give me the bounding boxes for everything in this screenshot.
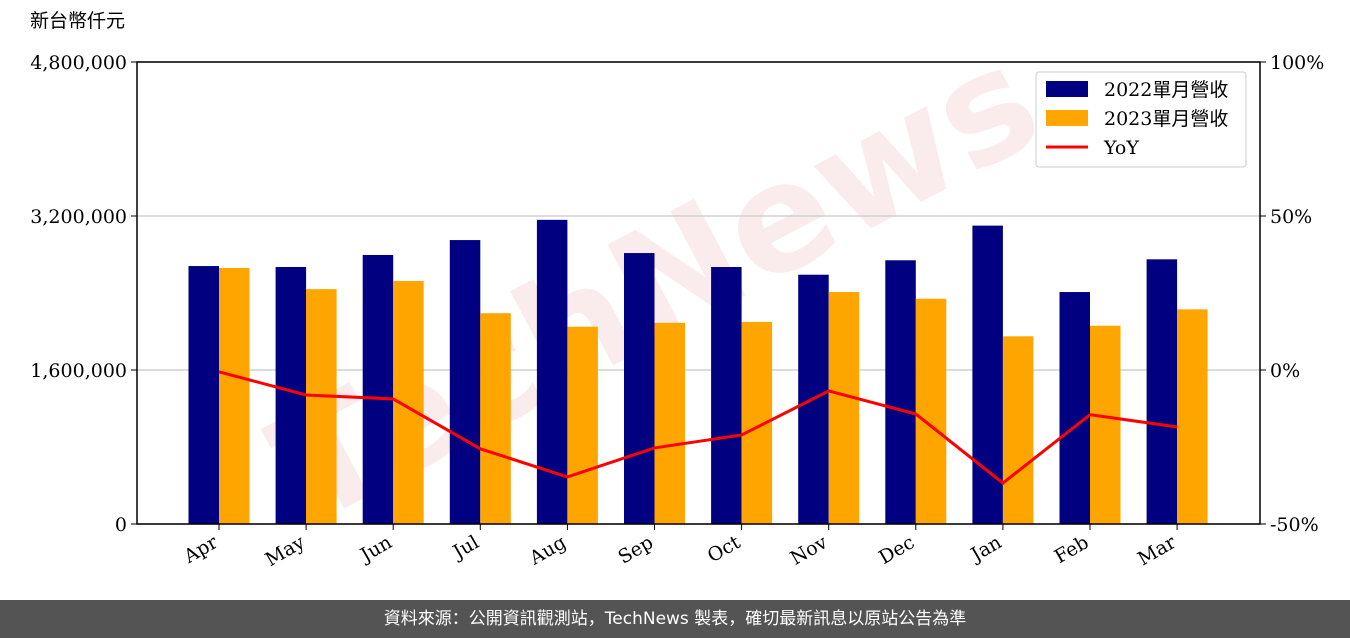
bar xyxy=(1059,292,1090,524)
y-tick-label: 1,600,000 xyxy=(30,360,127,382)
bar xyxy=(1002,336,1034,524)
legend-swatch xyxy=(1046,110,1088,126)
bar xyxy=(275,267,307,524)
plot-frame xyxy=(136,61,1261,525)
bar xyxy=(972,225,1003,524)
bar xyxy=(306,289,337,524)
x-tick-label: Feb xyxy=(1051,531,1093,568)
legend-label: 2023單月營收 xyxy=(1104,108,1228,130)
bar xyxy=(885,260,916,524)
x-tick-label: Dec xyxy=(875,531,918,569)
x-tick-label: Mar xyxy=(1134,531,1180,570)
bar xyxy=(828,292,860,524)
bar xyxy=(1146,259,1178,524)
bar xyxy=(915,298,947,524)
x-tick-label: Jan xyxy=(966,531,1006,567)
legend-label: YoY xyxy=(1103,137,1139,159)
bar xyxy=(449,240,481,524)
y-axis-label: 新台幣仟元 xyxy=(30,10,125,32)
x-tick-label: Sep xyxy=(614,531,657,568)
legend-box xyxy=(1035,71,1247,168)
legend-swatch xyxy=(1046,81,1088,97)
x-tick-label: May xyxy=(262,531,309,571)
y-tick-label: 3,200,000 xyxy=(30,206,127,228)
footer: 資料來源：公開資訊觀測站，TechNews 製表，確切最新訊息以原站公告為準 xyxy=(0,600,1350,638)
y2-tick-label: -50% xyxy=(1270,514,1319,536)
bar xyxy=(654,322,685,524)
bar xyxy=(567,326,598,524)
bar xyxy=(1177,309,1208,524)
bar xyxy=(1090,325,1121,524)
x-tick-label: Oct xyxy=(704,531,745,567)
y2-tick-label: 0% xyxy=(1270,360,1300,382)
bar xyxy=(480,313,511,524)
y-tick-label: 0 xyxy=(115,514,127,536)
bar xyxy=(536,219,568,524)
bar xyxy=(219,267,250,524)
bar xyxy=(624,253,655,524)
yoy-line xyxy=(218,370,1178,485)
y-tick-label: 4,800,000 xyxy=(30,52,127,74)
bar xyxy=(188,266,219,524)
bar xyxy=(362,254,394,524)
x-tick-label: Jul xyxy=(448,531,483,564)
bar xyxy=(711,267,742,524)
legend-label: 2022單月營收 xyxy=(1104,79,1228,101)
x-tick-label: Nov xyxy=(787,531,832,570)
x-tick-label: Aug xyxy=(525,531,570,570)
y2-tick-label: 50% xyxy=(1270,206,1312,228)
x-tick-label: Apr xyxy=(179,531,222,568)
y2-tick-label: 100% xyxy=(1270,52,1324,74)
chart: 新台幣仟元 TechNews 01,600,0003,200,0004,800,… xyxy=(30,10,1324,571)
